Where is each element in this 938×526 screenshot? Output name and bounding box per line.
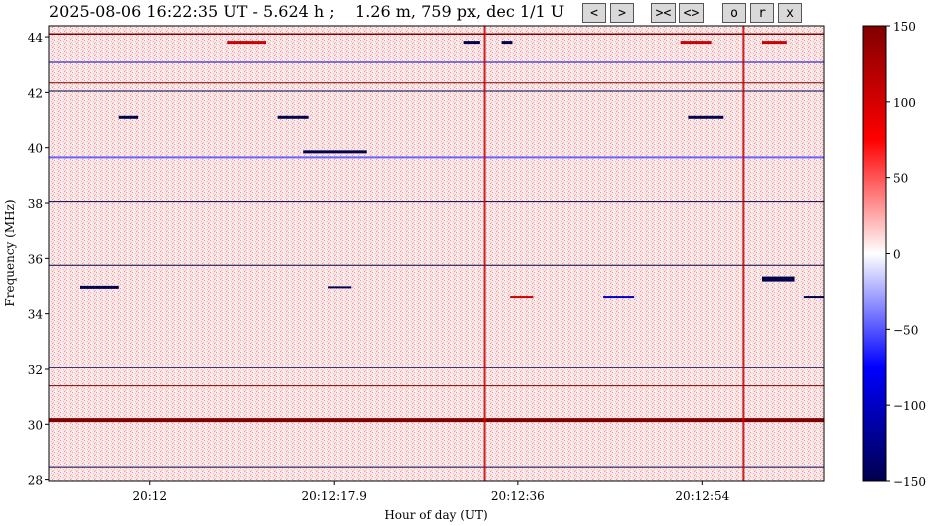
x-tick-label: 20:12:54 (675, 489, 729, 503)
y-tick-label: 32 (28, 363, 43, 377)
signal-segment-3 (680, 41, 712, 45)
signal-segment-2 (501, 41, 513, 45)
colorbar-tick-label: −100 (893, 399, 926, 413)
x-tick-label: 20:12:17.9 (302, 489, 367, 503)
prev-button[interactable]: < (582, 3, 606, 23)
next-button[interactable]: > (610, 3, 634, 23)
y-tick-label: 44 (28, 31, 44, 45)
signal-segment-14 (803, 296, 824, 299)
signal-segment-12 (510, 296, 534, 299)
signal-segment-6 (277, 115, 309, 119)
colorbar-tick-label: 100 (893, 96, 916, 110)
reset-button[interactable]: r (750, 3, 774, 23)
signal-segment-4 (762, 41, 787, 45)
x-tick-label: 20:12 (132, 489, 167, 503)
signal-segment-0 (227, 41, 266, 45)
x-tick-label: 20:12:36 (491, 489, 545, 503)
zoom-in-button[interactable]: >< (651, 3, 676, 23)
signal-segment-7 (688, 115, 724, 119)
y-tick-label: 38 (28, 197, 43, 211)
plot-title: 2025-08-06 16:22:35 UT - 5.624 h ; 1.26 … (49, 2, 565, 21)
colorbar-tick-label: 50 (893, 172, 908, 186)
y-tick-label: 30 (28, 418, 43, 432)
spectrogram-area[interactable] (49, 26, 824, 481)
zoom-out-button[interactable]: <> (679, 3, 704, 23)
colorbar-tick-label: −50 (893, 323, 918, 337)
colorbar-tick-label: 150 (893, 20, 916, 34)
y-tick-label: 42 (28, 86, 43, 100)
orig-button[interactable]: o (722, 3, 746, 23)
y-tick-label: 34 (28, 308, 44, 322)
signal-segment-10 (80, 285, 119, 289)
plot-frame (48, 25, 825, 482)
y-tick-label: 40 (28, 142, 43, 156)
signal-segment-11 (328, 286, 352, 289)
signal-segment-1 (463, 41, 480, 45)
signal-segment-8 (303, 150, 367, 154)
signal-segment-13 (603, 296, 635, 299)
y-tick-label: 36 (28, 252, 43, 266)
colorbar-tick-label: −150 (893, 475, 926, 489)
close-button[interactable]: x (778, 3, 802, 23)
x-axis-label: Hour of day (UT) (384, 508, 487, 522)
signal-segment-5 (118, 115, 139, 119)
y-axis-label: Frequency (MHz) (3, 199, 17, 306)
y-tick-label: 28 (28, 474, 43, 488)
colorbar (862, 25, 887, 482)
colorbar-tick-label: 0 (893, 248, 901, 262)
signal-segment-9 (762, 276, 795, 282)
